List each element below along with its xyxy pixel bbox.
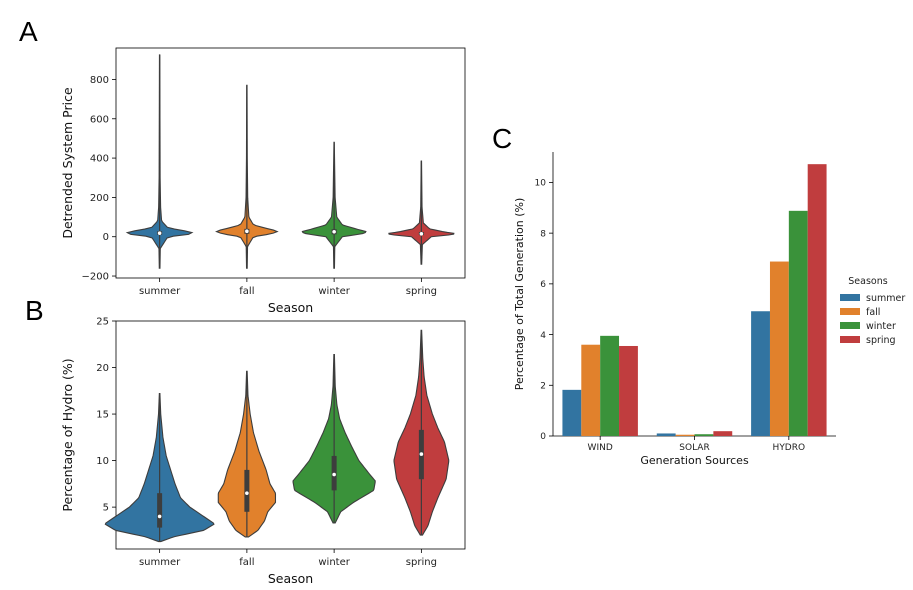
bar [581,344,601,436]
panel-label-c: C [492,123,512,154]
bar [807,164,827,436]
x-tick-label: WIND [588,443,613,453]
violin-median-point [245,229,249,234]
y-tick-label: 0 [103,232,109,243]
x-tick-label: SOLAR [679,443,709,453]
violin-median-point [419,231,424,236]
legend-title: Seasons [848,276,887,287]
bar-chart-generation: 0 2 4 6 8 10 WIND SOLAR HYDRO Generation Sources P… [513,152,905,467]
y-tick-label: 4 [540,331,546,341]
x-tick-label: fall [239,286,254,297]
y-tick-label: 10 [535,179,547,189]
violin-median-point [419,452,424,456]
violin-median-point [157,514,162,519]
x-axis-title: Generation Sources [640,454,749,467]
y-tick-label: 800 [90,75,109,86]
x-tick-label: summer [139,557,181,568]
legend-swatch [840,308,860,315]
x-tick-label: winter [318,286,350,297]
bar [694,434,714,436]
bar [788,210,808,436]
bar [562,389,582,436]
plot-frame [115,320,466,550]
y-tick-label: 20 [96,363,109,374]
bar [619,345,638,436]
y-tick-label: 8 [540,229,546,239]
bar [769,261,789,436]
legend-swatch [840,294,860,301]
violin-median-point [332,230,336,234]
violin-chart-hydro: 5 10 15 20 25 summer fall winter spring Season Per… [60,317,466,586]
legend: Seasons summer fall winter spring [840,276,905,346]
panel-label-b: B [25,295,44,326]
x-tick-label: spring [406,557,437,568]
y-axis-title: Percentage of Hydro (%) [60,358,75,511]
panel-label-a: A [19,16,38,47]
legend-label: summer [866,293,905,304]
y-axis-title: Percentage of Total Generation (%) [513,198,526,391]
violin-median-point [157,231,162,235]
bar [713,431,733,436]
y-tick-label: 15 [96,410,109,421]
violin-iqr-box [157,493,163,528]
x-axis-title: Season [268,300,313,315]
legend-label: spring [866,335,896,346]
x-axis-title: Season [268,571,313,586]
y-tick-label: 10 [96,456,109,467]
y-axis-title: Detrended System Price [60,87,75,239]
violin-median-point [245,491,249,495]
violin-median-point [332,472,336,477]
x-tick-label: winter [318,557,350,568]
y-tick-label: 2 [540,381,546,391]
violin-chart-price: −200 0 200 400 600 800 summer fall winter spring S… [60,47,466,315]
y-tick-label: 600 [90,114,109,125]
x-tick-label: spring [406,286,437,297]
bar [600,335,620,436]
legend-swatch [840,336,860,343]
bar [675,434,695,436]
bar [656,433,676,436]
plot-frame [115,47,466,279]
y-tick-label: 6 [540,280,546,290]
legend-swatch [840,322,860,329]
x-tick-label: summer [139,286,181,297]
y-tick-label: 0 [540,432,546,442]
y-tick-label: 200 [90,193,109,204]
y-tick-label: 5 [103,503,109,514]
violin-iqr-box [244,469,250,512]
legend-label: fall [866,307,880,318]
x-tick-label: fall [239,557,254,568]
x-tick-label: HYDRO [773,443,806,453]
y-tick-label: 400 [90,154,109,165]
legend-label: winter [866,321,896,332]
y-tick-label: −200 [82,272,109,283]
bar [751,311,770,436]
y-tick-label: 25 [96,317,109,328]
